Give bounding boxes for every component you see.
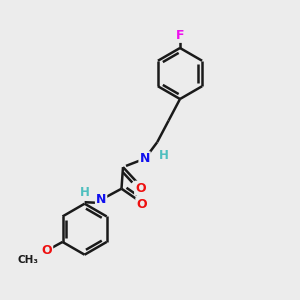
Text: H: H bbox=[159, 149, 169, 162]
Text: F: F bbox=[176, 29, 184, 42]
Text: N: N bbox=[140, 152, 150, 165]
Text: O: O bbox=[135, 182, 146, 195]
Text: CH₃: CH₃ bbox=[18, 255, 39, 265]
Text: O: O bbox=[136, 198, 147, 211]
Text: O: O bbox=[42, 244, 52, 257]
Text: N: N bbox=[96, 193, 106, 206]
Text: H: H bbox=[80, 186, 89, 199]
